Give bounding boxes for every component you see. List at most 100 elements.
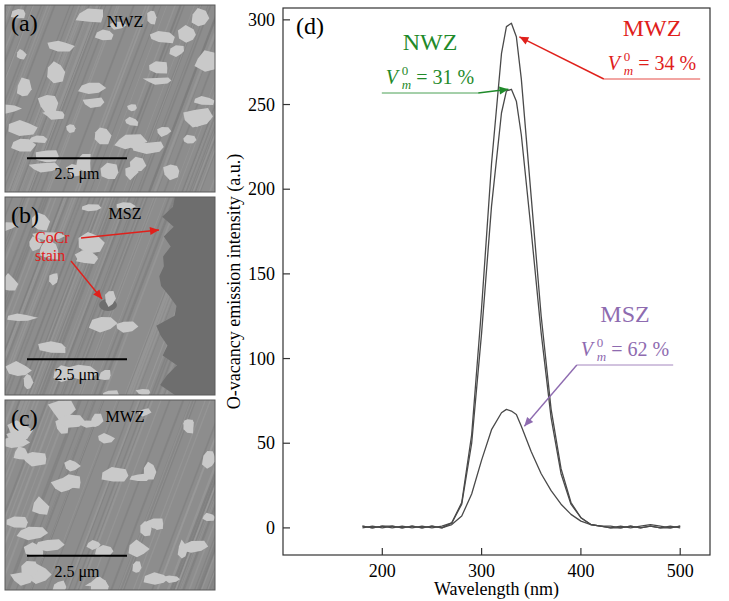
emission-curve: [362, 23, 680, 528]
vacancy-superscript: 0: [597, 335, 604, 350]
streak: [78, 400, 150, 590]
phase-patch: [144, 572, 168, 585]
streak: [5, 197, 73, 395]
streak: [80, 400, 152, 590]
panel-title: MSZ: [109, 205, 142, 222]
y-tick-label: 300: [248, 10, 275, 30]
vacancy-superscript: 0: [402, 63, 409, 78]
panel-letter: (d): [296, 13, 324, 39]
phase-patch: [17, 49, 27, 60]
label-underline: [604, 79, 700, 80]
phase-patch: [136, 389, 151, 395]
label-arrow-shaft: [524, 365, 577, 426]
y-tick-label: 100: [248, 349, 275, 369]
phase-patch: [147, 11, 156, 25]
phase-patch: [8, 120, 37, 136]
phase-patch: [125, 117, 138, 126]
phase-patch: [49, 273, 58, 285]
figure: (a)NWZ2.5 μm(b)MSZ2.5 μmCoCrstain(c)MWZ2…: [0, 0, 729, 601]
x-tick: [382, 548, 383, 555]
phase-patch: [35, 539, 65, 551]
phase-patch: [7, 517, 28, 528]
streak: [39, 197, 114, 395]
streak: [158, 400, 215, 590]
streak: [31, 197, 106, 395]
phase-patch: [163, 165, 179, 181]
streak: [7, 400, 79, 590]
y-tick: [283, 358, 290, 359]
streak: [183, 400, 215, 590]
streak: [111, 400, 183, 590]
phase-patch: [169, 45, 184, 57]
y-tick: [283, 527, 290, 528]
streak: [31, 400, 103, 590]
phase-patch: [47, 61, 65, 83]
vacancy-symbol: V: [581, 338, 596, 360]
x-tick: [580, 548, 581, 555]
streak: [63, 5, 134, 192]
curves: [362, 23, 680, 528]
micrograph-frame: [5, 5, 215, 192]
y-tick: [283, 273, 290, 274]
phase-patch: [17, 527, 48, 541]
phase-patch: [127, 104, 137, 111]
y-tick: [283, 189, 290, 190]
stain-label: CoCrstain: [35, 229, 70, 264]
scale-bar-label: 2.5 μm: [54, 563, 100, 581]
phase-patch: [95, 127, 112, 144]
phase-patch: [82, 204, 102, 211]
phase-patch: [98, 433, 115, 444]
vacancy-annotation: Vm0= 31 %: [386, 63, 474, 92]
panel-title: MWZ: [105, 408, 144, 425]
y-tick-label: 50: [257, 433, 275, 453]
streak: [157, 400, 215, 590]
vacancy-subscript: m: [597, 349, 606, 364]
phase-patch: [105, 291, 116, 307]
streak: [176, 400, 215, 590]
phase-patch: [66, 124, 75, 133]
stain-label-line: CoCr: [35, 229, 70, 246]
x-tick-label: 300: [468, 561, 495, 581]
x-tick-label: 200: [369, 561, 396, 581]
panel-title: NWZ: [107, 13, 143, 30]
scale-bar-label: 2.5 μm: [54, 366, 100, 384]
streak: [5, 400, 65, 590]
x-tick: [481, 548, 482, 555]
phase-patch: [140, 521, 151, 536]
vacancy-symbol: V: [386, 66, 401, 88]
phase-patch: [11, 139, 36, 152]
streak: [5, 400, 48, 590]
streak: [121, 400, 193, 590]
vacancy-subscript: m: [624, 63, 633, 78]
streak: [195, 400, 215, 590]
phase-patch: [53, 581, 67, 590]
scale-bar: [27, 358, 127, 360]
phase-patch: [99, 370, 111, 380]
phase-patch: [79, 232, 105, 254]
micrograph: [5, 400, 215, 590]
phase-patch: [143, 78, 172, 85]
stain-arrow-shaft: [71, 261, 102, 299]
streak: [48, 5, 119, 192]
phase-patch: [203, 513, 216, 521]
streak: [138, 400, 210, 590]
phase-patch: [22, 452, 46, 467]
phase-patch: [17, 78, 32, 97]
y-tick-label: 250: [248, 95, 275, 115]
phase-patch: [95, 30, 114, 41]
phase-patch: [38, 341, 65, 353]
streak: [62, 400, 134, 590]
streak: [9, 400, 81, 590]
streak: [149, 5, 215, 192]
phase-patch: [90, 414, 103, 427]
streak: [5, 197, 63, 395]
y-axis-title: O-vacancy emission intensity (a.u.): [224, 154, 245, 409]
streak: [29, 197, 104, 395]
streak: [31, 400, 103, 590]
phase-patch: [132, 561, 141, 573]
phase-patch: [61, 474, 81, 488]
streak: [89, 400, 161, 590]
phase-patch: [130, 157, 146, 172]
label-arrow-head: [499, 86, 508, 94]
phase-patch: [64, 460, 81, 472]
